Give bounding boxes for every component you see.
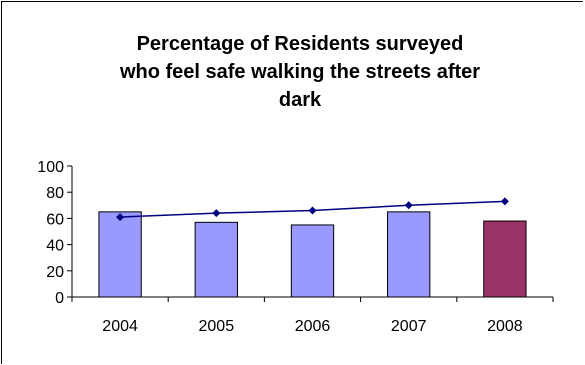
x-tick-label: 2005 — [199, 318, 235, 335]
y-tick-label: 80 — [46, 185, 64, 202]
bar — [290, 224, 335, 298]
bar — [387, 211, 431, 298]
bar — [194, 221, 238, 298]
bar — [98, 211, 142, 298]
chart-title-line: who feel safe walking the streets after — [119, 61, 481, 83]
y-tick-label: 100 — [37, 159, 64, 176]
trend-line-series — [116, 197, 509, 222]
chart-title-line: Percentage of Residents surveyed — [136, 33, 464, 55]
line-point — [308, 206, 317, 215]
chart-title: Percentage of Residents surveyed who fee… — [60, 30, 540, 114]
y-tick-label: 0 — [55, 290, 64, 307]
tick-labels: 0 20 40 60 80 100 2004 2005 2006 2007 2008 — [37, 159, 523, 335]
bars — [98, 211, 527, 298]
chart-title-line: dark — [278, 89, 322, 111]
x-tick-label: 2004 — [102, 318, 138, 335]
bar — [483, 220, 527, 298]
y-tick-label: 40 — [46, 238, 64, 255]
y-tick-label: 60 — [46, 211, 64, 228]
y-tick-label: 20 — [46, 264, 64, 281]
x-tick-label: 2007 — [391, 318, 427, 335]
line-point — [212, 209, 221, 218]
line-point — [404, 201, 413, 210]
x-tick-label: 2008 — [487, 318, 523, 335]
line-point — [116, 213, 125, 222]
line-point — [500, 197, 509, 206]
x-tick-label: 2006 — [295, 318, 331, 335]
